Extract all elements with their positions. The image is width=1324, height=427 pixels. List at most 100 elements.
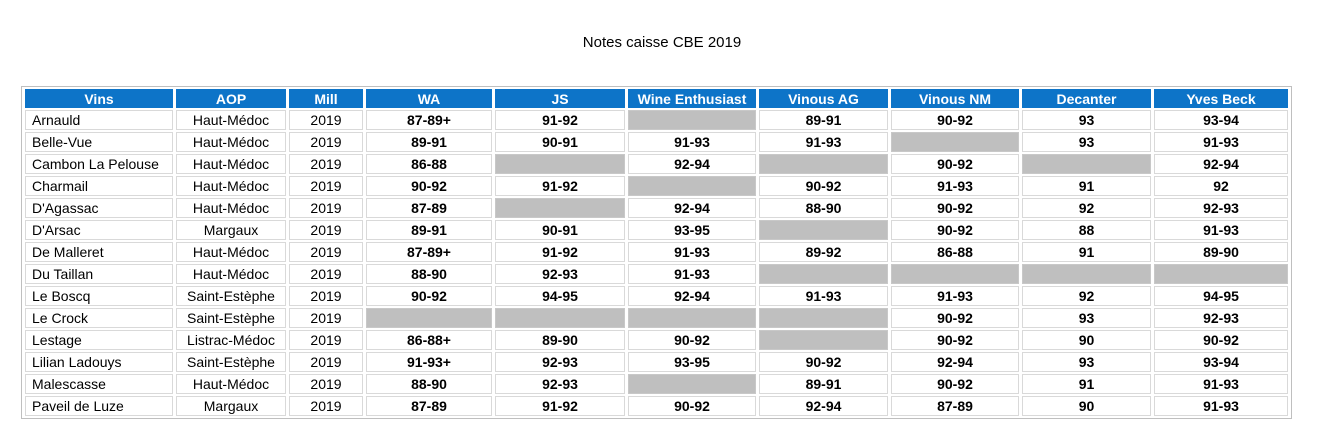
cell-decanter: 88: [1022, 220, 1151, 240]
table-row: D'Arsac Margaux 2019 89-91 90-91 93-95 90-92 88…: [25, 220, 1288, 240]
cell-yves_beck: 92: [1154, 176, 1288, 196]
cell-vinous_nm: 90-92: [891, 374, 1019, 394]
cell-js: 90-91: [495, 132, 625, 152]
cell-vins: Cambon La Pelouse: [25, 154, 173, 174]
cell-yves_beck: 92-94: [1154, 154, 1288, 174]
cell-we-empty: [628, 308, 756, 328]
wine-ratings-table: Vins AOP Mill WA JS Wine Enthusiast Vinous AG V…: [21, 86, 1292, 419]
cell-aop: Haut-Médoc: [176, 132, 286, 152]
cell-decanter: 90: [1022, 330, 1151, 350]
cell-vins: Lilian Ladouys: [25, 352, 173, 372]
cell-vins: D'Arsac: [25, 220, 173, 240]
cell-wa: 89-91: [366, 132, 492, 152]
cell-yves_beck: 90-92: [1154, 330, 1288, 350]
cell-decanter-empty: [1022, 264, 1151, 284]
header-row: Vins AOP Mill WA JS Wine Enthusiast Vinous AG V…: [25, 89, 1288, 108]
cell-wa: 87-89: [366, 198, 492, 218]
cell-yves_beck: 94-95: [1154, 286, 1288, 306]
cell-vins: Le Boscq: [25, 286, 173, 306]
cell-aop: Haut-Médoc: [176, 242, 286, 262]
cell-vins: Lestage: [25, 330, 173, 350]
cell-wa: 87-89+: [366, 242, 492, 262]
cell-decanter: 92: [1022, 198, 1151, 218]
cell-yves_beck: 91-93: [1154, 374, 1288, 394]
cell-we: 91-93: [628, 132, 756, 152]
cell-mill: 2019: [289, 242, 363, 262]
cell-mill: 2019: [289, 154, 363, 174]
cell-vinous_ag: 89-92: [759, 242, 888, 262]
cell-wa: 86-88+: [366, 330, 492, 350]
cell-vinous_ag-empty: [759, 220, 888, 240]
cell-vinous_nm: 90-92: [891, 154, 1019, 174]
cell-wa-empty: [366, 308, 492, 328]
cell-vinous_nm: 91-93: [891, 286, 1019, 306]
cell-aop: Margaux: [176, 396, 286, 416]
column-header-mill: Mill: [289, 89, 363, 108]
cell-mill: 2019: [289, 264, 363, 284]
cell-vins: Belle-Vue: [25, 132, 173, 152]
cell-yves_beck: 93-94: [1154, 110, 1288, 130]
cell-js: 91-92: [495, 242, 625, 262]
cell-js: 92-93: [495, 352, 625, 372]
cell-we: 90-92: [628, 396, 756, 416]
cell-wa: 90-92: [366, 176, 492, 196]
cell-decanter: 93: [1022, 132, 1151, 152]
cell-yves_beck: 89-90: [1154, 242, 1288, 262]
cell-js: 91-92: [495, 396, 625, 416]
table-row: Lestage Listrac-Médoc 2019 86-88+ 89-90 90-92…: [25, 330, 1288, 350]
cell-we: 91-93: [628, 264, 756, 284]
cell-decanter: 93: [1022, 110, 1151, 130]
cell-we: 92-94: [628, 286, 756, 306]
cell-wa: 87-89+: [366, 110, 492, 130]
cell-aop: Haut-Médoc: [176, 110, 286, 130]
cell-js-empty: [495, 308, 625, 328]
cell-decanter: 93: [1022, 352, 1151, 372]
cell-wa: 91-93+: [366, 352, 492, 372]
cell-we: 92-94: [628, 198, 756, 218]
cell-mill: 2019: [289, 110, 363, 130]
table-row: Belle-Vue Haut-Médoc 2019 89-91 90-91 91-93 91…: [25, 132, 1288, 152]
cell-aop: Haut-Médoc: [176, 264, 286, 284]
cell-mill: 2019: [289, 176, 363, 196]
cell-vins: De Malleret: [25, 242, 173, 262]
cell-vins: Malescasse: [25, 374, 173, 394]
cell-aop: Haut-Médoc: [176, 374, 286, 394]
cell-we: 92-94: [628, 154, 756, 174]
column-header-vins: Vins: [25, 89, 173, 108]
cell-aop: Saint-Estèphe: [176, 308, 286, 328]
cell-vins: Arnauld: [25, 110, 173, 130]
cell-we-empty: [628, 176, 756, 196]
cell-decanter-empty: [1022, 154, 1151, 174]
cell-vinous_nm: 90-92: [891, 220, 1019, 240]
cell-yves_beck: 91-93: [1154, 132, 1288, 152]
cell-mill: 2019: [289, 198, 363, 218]
cell-aop: Haut-Médoc: [176, 176, 286, 196]
page-title: Notes caisse CBE 2019: [582, 34, 742, 51]
cell-vinous_nm: 91-93: [891, 176, 1019, 196]
cell-vinous_ag: 90-92: [759, 176, 888, 196]
cell-vinous_ag: 91-93: [759, 286, 888, 306]
cell-yves_beck: 91-93: [1154, 396, 1288, 416]
cell-vins: Le Crock: [25, 308, 173, 328]
cell-we: 90-92: [628, 330, 756, 350]
cell-aop: Listrac-Médoc: [176, 330, 286, 350]
cell-mill: 2019: [289, 374, 363, 394]
cell-we-empty: [628, 374, 756, 394]
table-row: Arnauld Haut-Médoc 2019 87-89+ 91-92 89-91 90-…: [25, 110, 1288, 130]
cell-aop: Margaux: [176, 220, 286, 240]
cell-yves_beck: 92-93: [1154, 198, 1288, 218]
cell-js: 91-92: [495, 110, 625, 130]
column-header-vinous_nm: Vinous NM: [891, 89, 1019, 108]
cell-decanter: 92: [1022, 286, 1151, 306]
cell-decanter: 90: [1022, 396, 1151, 416]
cell-mill: 2019: [289, 396, 363, 416]
cell-vinous_ag: 90-92: [759, 352, 888, 372]
cell-decanter: 93: [1022, 308, 1151, 328]
table-row: De Malleret Haut-Médoc 2019 87-89+ 91-92 91-9…: [25, 242, 1288, 262]
cell-wa: 89-91: [366, 220, 492, 240]
cell-vinous_nm: 90-92: [891, 308, 1019, 328]
cell-vins: D'Agassac: [25, 198, 173, 218]
cell-vins: Paveil de Luze: [25, 396, 173, 416]
cell-vinous_nm-empty: [891, 264, 1019, 284]
cell-decanter: 91: [1022, 176, 1151, 196]
